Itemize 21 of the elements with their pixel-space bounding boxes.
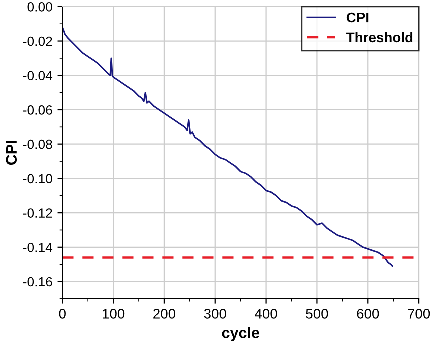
- y-tick-label: -0.10: [23, 174, 52, 184]
- x-tick-label: 500: [306, 309, 328, 319]
- y-tick-label: -0.02: [23, 36, 52, 46]
- legend-label: CPI: [346, 12, 369, 23]
- x-axis-title: cycle: [222, 327, 260, 342]
- x-tick-label: 200: [154, 309, 176, 319]
- legend-label: Threshold: [346, 32, 413, 43]
- x-tick-label: 300: [204, 309, 226, 319]
- y-tick-label: -0.06: [23, 106, 52, 115]
- y-axis-title: CPI: [6, 141, 18, 166]
- x-tick-label: 0: [59, 309, 66, 319]
- x-tick-label: 100: [103, 309, 125, 319]
- y-tick-label: 0.00: [28, 2, 52, 12]
- x-tick-label: 600: [357, 309, 380, 319]
- y-tick-label: -0.14: [23, 242, 53, 252]
- y-tick-label: -0.12: [23, 208, 52, 218]
- x-tick-label: 400: [255, 309, 278, 319]
- y-tick-label: -0.04: [23, 71, 53, 81]
- y-tick-label: -0.16: [23, 277, 52, 287]
- x-tick-label: 700: [408, 309, 430, 319]
- y-tick-label: -0.08: [23, 140, 52, 150]
